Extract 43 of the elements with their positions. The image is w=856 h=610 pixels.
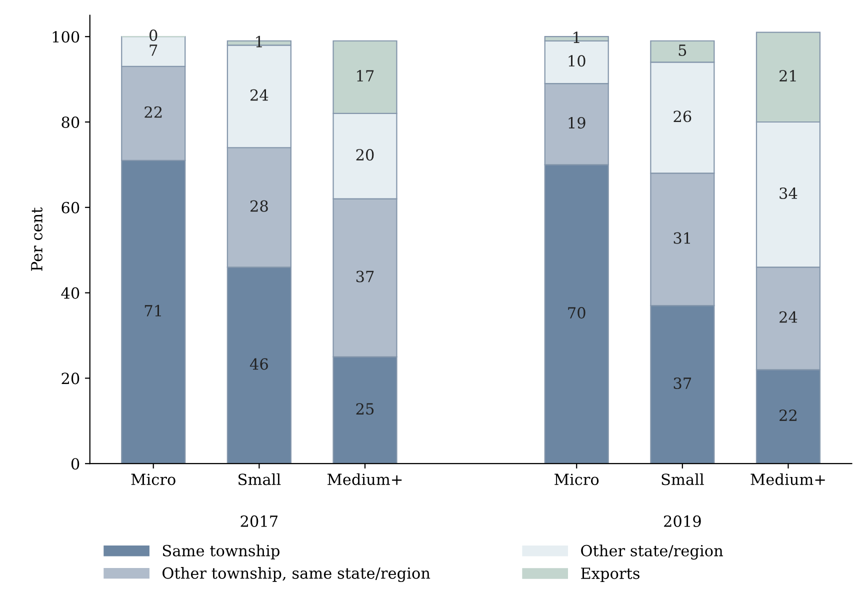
data-label: 46 xyxy=(250,358,268,370)
text: 2017 xyxy=(240,515,278,527)
data-label: 37 xyxy=(674,377,692,390)
data-label: 71 xyxy=(144,304,161,316)
x-tick-label: Small xyxy=(662,473,704,486)
data-label: 10 xyxy=(568,55,586,67)
legend-label: Exports xyxy=(581,568,640,582)
legend-label: Same township xyxy=(162,544,280,560)
x-tick-label: Micro xyxy=(131,474,176,486)
y-axis-title: Per cent xyxy=(31,207,42,271)
data-label: 34 xyxy=(780,187,798,200)
y-tick-label: 80 xyxy=(62,116,80,128)
data-label: 70 xyxy=(568,307,586,319)
data-label: 21 xyxy=(780,70,796,82)
y-tick-label: 20 xyxy=(62,372,80,384)
data-label: 28 xyxy=(250,200,268,212)
legend-label: Other state/region xyxy=(581,544,723,560)
data-label: 1 xyxy=(574,32,580,43)
data-label: 22 xyxy=(780,410,796,421)
data-label: 17 xyxy=(357,70,374,82)
data-label: 20 xyxy=(356,149,374,161)
text: 2019 xyxy=(664,515,701,527)
y-tick-label: 60 xyxy=(62,202,80,214)
y-tick-label: 100 xyxy=(52,31,80,43)
x-tick-label: Small xyxy=(238,473,281,486)
data-label: 1 xyxy=(256,36,262,48)
data-label: 37 xyxy=(356,270,374,282)
data-label: 31 xyxy=(674,232,690,244)
legend-label: Other township, same state/region xyxy=(162,567,430,582)
y-tick-label: 40 xyxy=(61,287,80,299)
x-tick-label: Medium+ xyxy=(750,473,825,486)
data-label: 24 xyxy=(250,89,268,101)
data-label: 25 xyxy=(356,403,374,415)
data-label: 24 xyxy=(780,311,798,323)
data-label: 5 xyxy=(678,44,686,56)
data-label: 22 xyxy=(144,106,162,118)
y-tick-label: 0 xyxy=(71,458,80,470)
data-label: 19 xyxy=(568,117,586,129)
data-label: 7 xyxy=(150,44,158,56)
data-label: 0 xyxy=(150,29,158,42)
x-tick-label: Medium+ xyxy=(328,473,402,486)
data-label: 26 xyxy=(674,110,692,122)
x-tick-label: Micro xyxy=(554,474,599,486)
